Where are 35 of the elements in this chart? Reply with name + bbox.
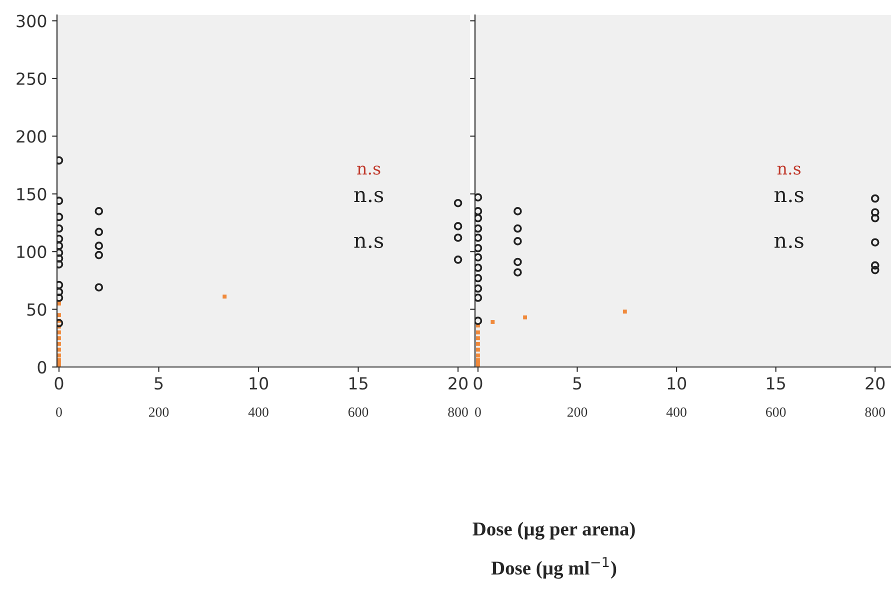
x2-axis-title: Dose (µg per arena) <box>472 522 635 540</box>
annotation: n.s <box>354 190 384 202</box>
x2-tick-label: 200 <box>148 407 169 417</box>
y-tick-label: 150 <box>17 188 46 200</box>
y-tick-label: 250 <box>16 72 46 86</box>
x-tick-label: 0 <box>474 377 482 390</box>
x2-tick-label: 200 <box>567 407 588 417</box>
x-tick-label: 10 <box>250 377 268 390</box>
x2-tick-label: 800 <box>448 407 468 417</box>
y-tick-label: 50 <box>27 303 46 316</box>
y-tick-label: 0 <box>38 360 46 374</box>
x-tick-label: 0 <box>54 377 64 390</box>
annotation: n.s <box>357 166 380 175</box>
x-axis-title: Dose (µg ml$^{−1}$) <box>491 557 616 579</box>
x-tick-label: 10 <box>668 377 686 390</box>
annotation: n.s <box>777 166 801 175</box>
x-tick-label: 15 <box>349 377 368 390</box>
y-tick-label: 300 <box>16 14 46 28</box>
x2-tick-label: 0 <box>56 407 62 417</box>
x-tick-label: 5 <box>573 377 582 390</box>
x2-tick-label: 400 <box>248 407 268 417</box>
x-tick-label: 20 <box>866 377 885 390</box>
y-tick-label: 200 <box>16 130 46 143</box>
annotation: n.s <box>774 190 804 202</box>
x-tick-label: 20 <box>448 377 468 390</box>
annotation: n.s <box>774 236 804 248</box>
x2-tick-label: 600 <box>348 407 368 417</box>
x2-tick-label: 600 <box>766 407 786 417</box>
x2-tick-label: 0 <box>475 407 481 417</box>
x-tick-label: 15 <box>767 377 785 390</box>
x-tick-label: 5 <box>154 377 163 390</box>
annotation: n.s <box>354 236 384 248</box>
x2-tick-label: 400 <box>666 407 686 417</box>
y-tick-label: 100 <box>17 246 46 258</box>
x2-tick-label: 800 <box>865 407 885 417</box>
